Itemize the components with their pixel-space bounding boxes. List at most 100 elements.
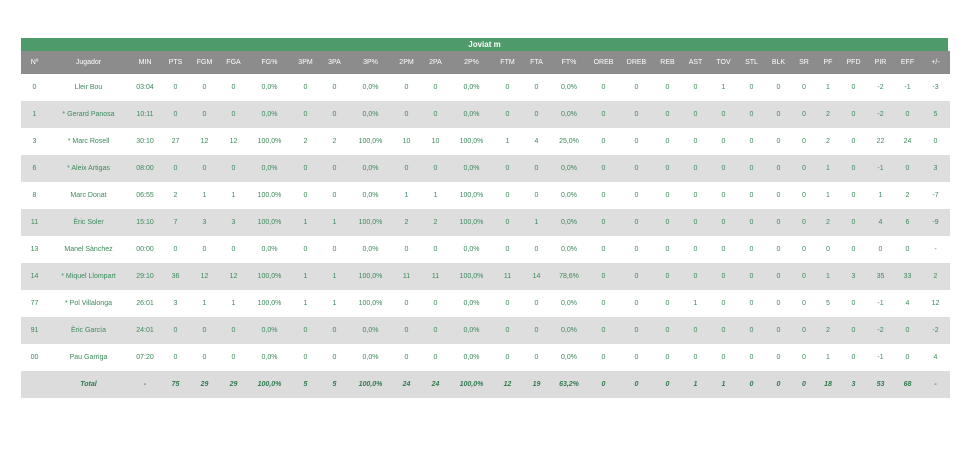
stat-cell: 0 [878, 246, 883, 253]
stat-cell: 0 [749, 84, 754, 91]
stat-cell: 91 [21, 317, 48, 344]
column-header[interactable]: FTM [493, 51, 522, 74]
stat-cell: 0 [653, 155, 682, 182]
player-name-cell[interactable]: * Pol Villalonga [65, 300, 112, 307]
stat-cell: 0 [693, 138, 698, 145]
stat-cell: 0,0% [450, 317, 493, 344]
stat-cell: 0 [202, 354, 207, 361]
stat-cell: 0,0% [450, 101, 493, 128]
stat-cell: 100,0% [358, 138, 383, 145]
column-header[interactable]: 3P% [349, 51, 392, 74]
stat-cell: 0 [219, 155, 248, 182]
stat-cell: 1 [202, 192, 207, 199]
stat-cell: 0 [534, 192, 539, 199]
column-header[interactable]: DREB [620, 51, 653, 74]
column-header[interactable]: BLK [765, 51, 792, 74]
column-header[interactable]: 3PM [291, 51, 320, 74]
player-row: 6 * Aleix Artigas 08:00 0 0 0 0,0% 0 0 0,0% 0 0 0,0%… [21, 155, 950, 182]
column-header[interactable]: REB [653, 51, 682, 74]
column-header[interactable]: PIR [867, 51, 894, 74]
column-header[interactable]: PFD [840, 51, 867, 74]
column-header[interactable]: SR [792, 51, 816, 74]
stat-cell: 0 [665, 354, 670, 361]
player-name-cell[interactable]: Marc Donat [70, 192, 107, 199]
player-name-cell[interactable]: Èric Soler [48, 209, 129, 236]
stat-cell: 3 [840, 263, 867, 290]
column-header[interactable]: Nº [21, 51, 48, 74]
stat-cell: 0 [792, 209, 816, 236]
stat-cell: 0 [682, 209, 709, 236]
stat-cell: 0 [802, 246, 806, 253]
stat-cell: 0 [620, 263, 653, 290]
column-header[interactable]: TOV [709, 51, 738, 74]
column-header[interactable]: FGM [190, 51, 219, 74]
player-name-cell[interactable]: Pau Garriga [69, 354, 108, 361]
column-header[interactable]: 2P% [450, 51, 493, 74]
player-name-cell[interactable]: Èric García [48, 317, 129, 344]
stat-cell: 0 [665, 84, 670, 91]
column-header[interactable]: EFF [894, 51, 921, 74]
column-header[interactable]: PF [816, 51, 840, 74]
column-header[interactable]: PTS [161, 51, 190, 74]
stat-cell: 0 [32, 84, 37, 91]
stat-cell: 0 [749, 300, 754, 307]
stat-cell: 0 [665, 246, 670, 253]
column-header[interactable]: FT% [551, 51, 587, 74]
stat-cell: 0 [851, 138, 856, 145]
stat-cell: 0 [173, 246, 178, 253]
column-header[interactable]: OREB [587, 51, 620, 74]
stat-cell: 0 [802, 354, 806, 361]
stat-cell: -1 [877, 354, 884, 361]
player-name-cell[interactable]: * Aleix Artigas [48, 155, 129, 182]
column-header[interactable]: +/- [921, 51, 950, 74]
column-header[interactable]: FGA [219, 51, 248, 74]
player-row: 3 * Marc Rosell 30:10 27 12 12 100,0% 2 2 100,0% 1… [21, 128, 950, 155]
stat-cell: 0 [749, 354, 754, 361]
column-header[interactable]: STL [738, 51, 765, 74]
stat-cell: 0,0% [551, 317, 587, 344]
stat-cell: 3 [173, 300, 178, 307]
total-cell: 24 [392, 371, 421, 398]
stat-cell: 0 [709, 263, 738, 290]
stat-cell: 0 [776, 84, 781, 91]
stat-cell: 0 [826, 246, 830, 253]
stat-cell: 12 [190, 263, 219, 290]
column-header[interactable]: FTA [522, 51, 551, 74]
stat-cell: 0 [332, 192, 337, 199]
column-header[interactable]: MIN [129, 51, 161, 74]
stat-cell: -2 [921, 317, 950, 344]
stat-cell: 0 [173, 354, 178, 361]
stat-cell: 0,0% [261, 354, 278, 361]
stat-cell: 0 [219, 317, 248, 344]
stat-cell: 100,0% [349, 263, 392, 290]
stat-cell: 0 [765, 263, 792, 290]
total-cell: 1 [709, 371, 738, 398]
column-header[interactable]: FG% [248, 51, 291, 74]
total-cell: 5 [320, 371, 349, 398]
boxscore-table: Nº Jugador MIN PTS FGM FGA FG% 3PM 3PA 3P% 2PM 2PA 2… [21, 51, 950, 398]
stat-cell: 3 [32, 138, 37, 145]
total-cell: - [129, 371, 161, 398]
column-header[interactable]: AST [682, 51, 709, 74]
stat-cell: 1 [320, 209, 349, 236]
player-name-cell[interactable]: * Marc Rosell [67, 138, 110, 145]
stat-cell: 10 [431, 138, 440, 145]
column-header[interactable]: 2PM [392, 51, 421, 74]
stat-cell: 5 [826, 300, 830, 307]
stat-cell: 0 [776, 246, 781, 253]
stat-cell: 0 [392, 101, 421, 128]
total-cell: 0 [620, 371, 653, 398]
stat-cell: 0 [522, 317, 551, 344]
stat-cell: -7 [932, 192, 939, 199]
column-header[interactable]: 2PA [421, 51, 450, 74]
stat-cell: 36 [161, 263, 190, 290]
stat-cell: -3 [932, 84, 939, 91]
stat-cell: 100,0% [248, 263, 291, 290]
player-name-cell[interactable]: Lleir Bou [74, 84, 103, 91]
player-name-cell[interactable]: * Miquel Llompart [48, 263, 129, 290]
column-header[interactable]: 3PA [320, 51, 349, 74]
player-name-cell[interactable]: Manel Sànchez [64, 246, 113, 253]
player-name-cell[interactable]: * Gerard Panosa [48, 101, 129, 128]
column-header[interactable]: Jugador [48, 51, 129, 74]
stat-cell: 6 [894, 209, 921, 236]
